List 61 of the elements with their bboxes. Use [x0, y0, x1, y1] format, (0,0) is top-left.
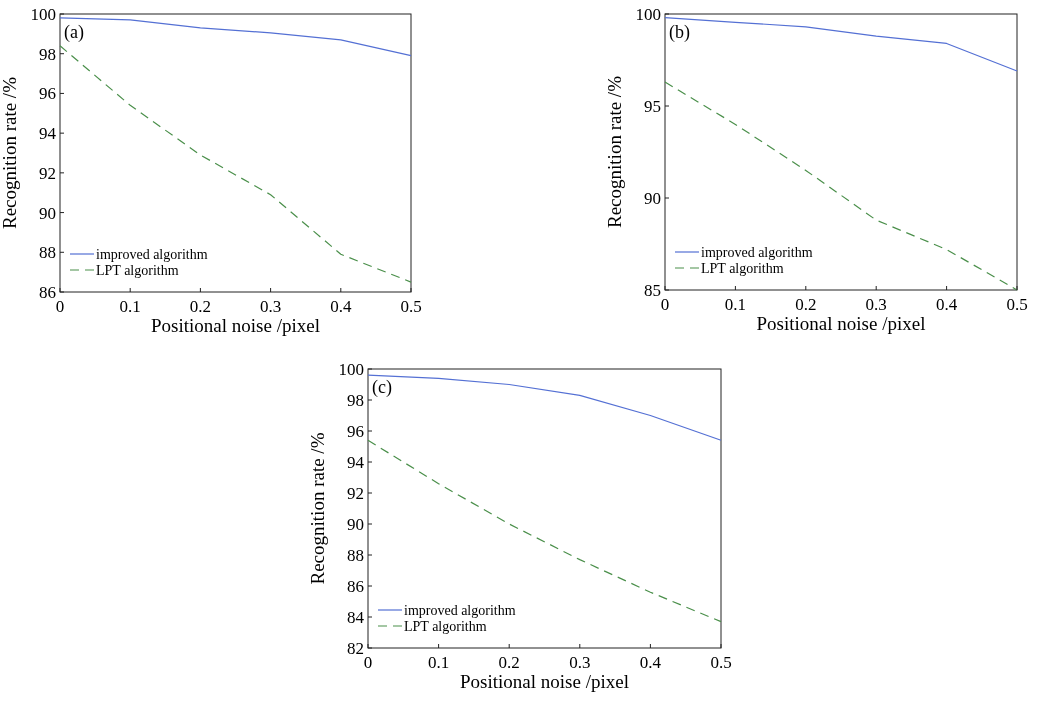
x-tick-label: 0.4 — [330, 297, 352, 316]
legend-label: improved algorithm — [404, 603, 516, 618]
x-tick-label: 0.3 — [865, 295, 887, 314]
y-tick-label: 85 — [644, 281, 661, 300]
x-axis-title: Positional noise /pixel — [756, 313, 926, 334]
y-tick-label: 86 — [39, 283, 56, 302]
x-tick-label: 0.3 — [259, 297, 282, 316]
line-series — [664, 81, 1018, 291]
y-tick-label: 90 — [644, 189, 661, 208]
y-axis-title: Recognition rate /% — [0, 76, 20, 229]
y-tick-label: 88 — [39, 243, 56, 263]
line-series — [59, 17, 412, 57]
y-tick-label: 88 — [347, 546, 364, 565]
x-tick-label: 0 — [660, 295, 670, 314]
y-tick-label: 100 — [635, 5, 661, 24]
y-tick-label: 92 — [347, 484, 364, 503]
x-tick-label: 0.1 — [724, 295, 747, 314]
x-tick-label: 0.3 — [569, 653, 591, 672]
y-tick-label: 98 — [39, 44, 56, 64]
x-tick-label: 0.4 — [639, 653, 662, 672]
y-tick-label: 96 — [347, 422, 364, 441]
x-tick-label: 0 — [363, 653, 373, 672]
y-tick-label: 86 — [347, 577, 364, 596]
line-series — [664, 17, 1018, 72]
x-tick-label: 0.5 — [400, 297, 422, 316]
x-axis-title: Positional noise /pixel — [151, 315, 320, 336]
y-tick-label: 98 — [347, 391, 364, 410]
x-tick-label: 0.5 — [710, 653, 732, 672]
x-tick-label: 0.1 — [427, 653, 450, 672]
y-tick-label: 84 — [347, 608, 365, 627]
y-tick-label: 82 — [347, 639, 364, 658]
line-series — [59, 45, 412, 283]
x-tick-label: 0.2 — [189, 297, 212, 316]
annotation: (c) — [372, 377, 392, 398]
legend-label: LPT algorithm — [404, 619, 487, 634]
y-tick-label: 90 — [39, 203, 56, 223]
y-tick-label: 94 — [347, 453, 365, 472]
annotation: (a) — [64, 22, 84, 43]
x-tick-label: 0.1 — [119, 297, 141, 316]
y-tick-label: 95 — [644, 97, 661, 116]
y-tick-label: 92 — [39, 163, 56, 183]
legend-label: LPT algorithm — [96, 263, 179, 278]
y-tick-label: 100 — [338, 360, 364, 379]
legend-label: improved algorithm — [701, 245, 813, 260]
y-tick-label: 94 — [39, 124, 57, 144]
x-tick-label: 0 — [55, 297, 65, 316]
x-tick-label: 0.5 — [1006, 295, 1028, 314]
x-axis-title: Positional noise /pixel — [460, 671, 629, 692]
y-tick-label: 96 — [39, 84, 56, 104]
x-tick-label: 0.2 — [795, 295, 817, 314]
y-tick-label: 90 — [347, 515, 364, 534]
legend-label: LPT algorithm — [701, 261, 784, 276]
line-series — [367, 439, 722, 623]
annotation: (b) — [669, 22, 690, 43]
y-axis-title: Recognition rate /% — [307, 432, 328, 585]
line-series — [367, 374, 722, 441]
x-tick-label: 0.2 — [498, 653, 520, 672]
x-tick-label: 0.4 — [935, 295, 958, 314]
legend-label: improved algorithm — [96, 247, 208, 262]
y-tick-label: 100 — [30, 5, 56, 24]
y-axis-title: Recognition rate /% — [604, 75, 625, 228]
